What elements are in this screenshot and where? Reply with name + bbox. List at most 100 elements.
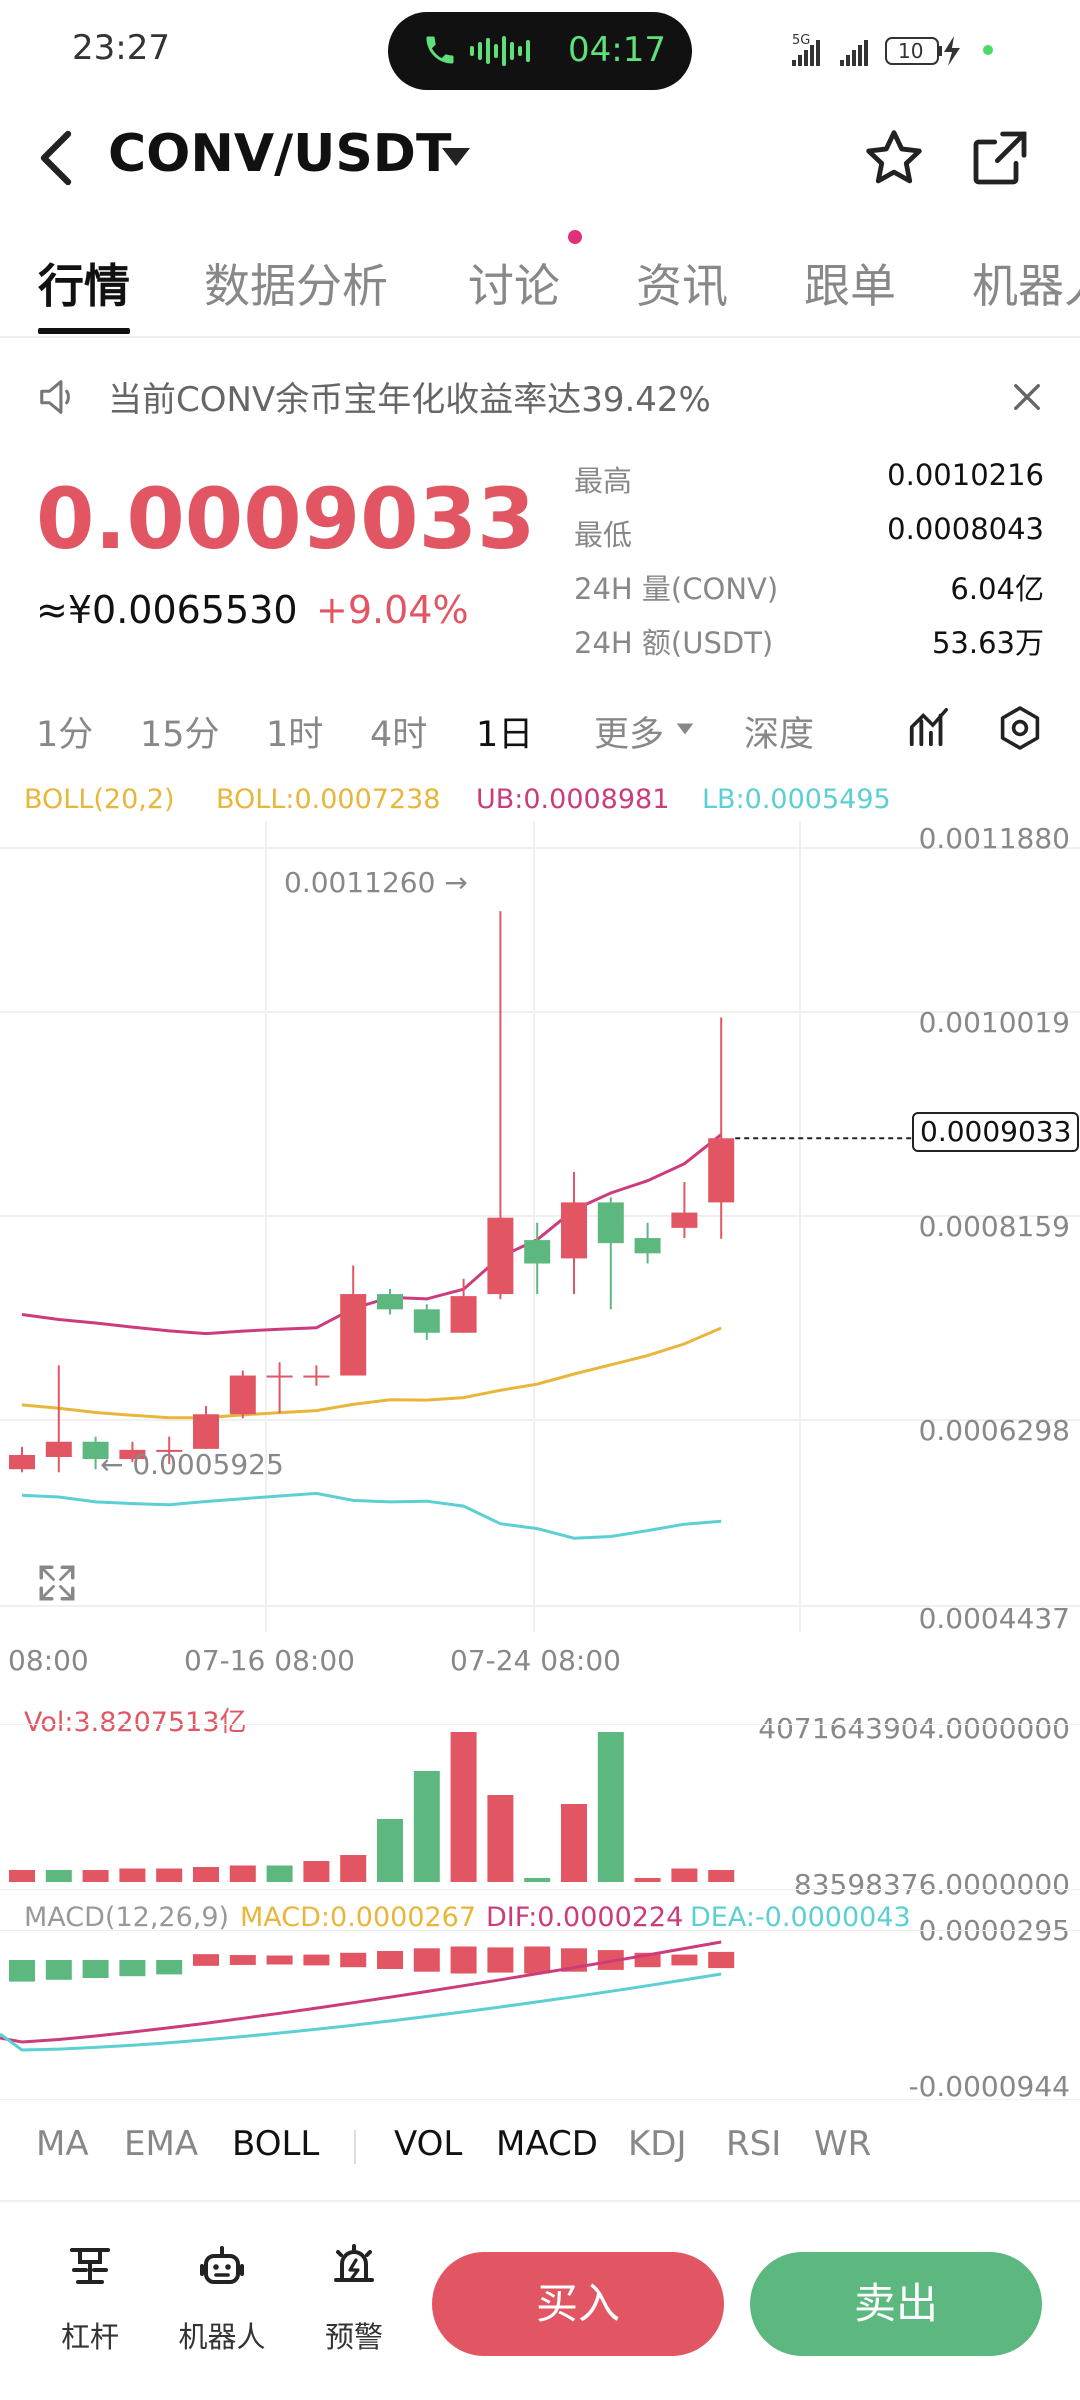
indicator-ma[interactable]: MA [36,2124,89,2164]
indicator-kdj[interactable]: KDJ [628,2124,687,2164]
macd-bar [119,1960,146,1977]
discussion-badge-dot [568,230,582,244]
price-axis-label: 0.0004437 [918,1602,1070,1635]
macd-name: MACD(12,26,9) [24,1902,230,1933]
boll-lower-line [21,1491,722,1540]
depth-tab[interactable]: 深度 [744,715,815,755]
call-duration: 04:17 [568,30,666,70]
indicator-settings-icon[interactable] [906,704,952,750]
last-price-tag: 0.0009033 [912,1112,1080,1152]
volume-axis-min: 83598376.0000000 [793,1868,1070,1901]
lever-label: 杠杆 [60,2320,119,2354]
candle-body [671,1212,698,1228]
volume-axis-max: 4071643904.0000000 [758,1712,1070,1745]
stat-value-volume: 6.04亿 [950,572,1044,606]
indicator-ema[interactable]: EMA [124,2124,199,2164]
macd-bar [156,1960,183,1975]
alarm-icon [334,2244,374,2282]
battery-level: 10 [898,39,923,63]
price-axis-label: 0.0008159 [918,1210,1070,1243]
share-icon[interactable] [968,126,1032,190]
indicator-tabs: MA EMA BOLL VOL MACD KDJ RSI WR [0,2104,1080,2194]
bottom-action-bar: 杠杆 机器人 预警 买入 卖出 [0,2200,1080,2400]
interval-1d[interactable]: 1日 [476,715,534,755]
caret-down-icon[interactable] [440,140,472,172]
volume-bar [119,1868,146,1882]
pair-title[interactable]: CONV/USDT [108,124,452,184]
macd-chart[interactable] [0,1930,1080,2100]
volume-bar [82,1870,109,1882]
macd-bar [229,1955,256,1965]
candlestick-chart[interactable] [0,822,1080,1632]
stat-value-low: 0.0008043 [887,512,1044,546]
macd-bar [266,1955,293,1965]
system-status-icons: 5G 10 [792,33,993,66]
candle-body [597,1202,624,1244]
interval-more[interactable]: 更多 [594,715,665,755]
sell-button[interactable]: 卖出 [750,2252,1042,2356]
macd-bar [45,1960,72,1980]
volume-bar [266,1865,293,1882]
indicator-rsi[interactable]: RSI [726,2124,782,2164]
low-marker-label: ← 0.0005925 [100,1448,284,1481]
candle-body [9,1454,35,1470]
indicator-vol[interactable]: VOL [394,2124,463,2164]
volume-bar [229,1865,256,1882]
candle-body [487,1217,514,1295]
speaker-icon [40,380,70,414]
tab-market[interactable]: 行情 [38,259,130,313]
chart-settings-icon[interactable] [996,704,1044,752]
tab-news[interactable]: 资讯 [636,259,728,313]
macd-bar [413,1948,440,1972]
buy-button[interactable]: 买入 [432,2252,724,2356]
phone-icon [426,36,454,64]
candle-body [193,1414,219,1449]
volume-chart[interactable] [0,1724,1080,1890]
candle-body [708,1138,735,1203]
interval-4h[interactable]: 4时 [370,715,428,755]
close-icon[interactable] [1012,382,1042,412]
candle-body [303,1375,330,1378]
macd-bar [9,1960,35,1982]
fullscreen-icon[interactable] [36,1562,78,1604]
tab-bot[interactable]: 机器人 [972,259,1080,313]
volume-bar [561,1804,587,1882]
volume-bar [193,1867,219,1882]
volume-bar [450,1732,477,1882]
candle-body [340,1294,367,1376]
announcement-text: 当前CONV余币宝年化收益率达39.42% [108,380,711,420]
tab-copy-trade[interactable]: 跟单 [804,259,896,313]
macd-bar [487,1947,514,1973]
candle-body [413,1309,440,1333]
back-icon[interactable] [36,130,76,186]
price-change: +9.04% [316,588,469,632]
indicator-macd[interactable]: MACD [496,2124,598,2164]
last-price: 0.0009033 [36,470,536,568]
indicator-wr[interactable]: WR [814,2124,872,2164]
alert-label: 预警 [324,2320,383,2354]
interval-15m[interactable]: 15分 [140,715,220,755]
time-axis-label: 07-16 08:00 [184,1644,355,1677]
robot-icon [200,2246,244,2284]
dif-line [0,1940,722,2044]
caret-down-icon[interactable] [674,718,696,740]
star-icon[interactable] [862,126,926,190]
indicator-boll[interactable]: BOLL [232,2124,320,2164]
interval-1h[interactable]: 1时 [266,715,324,755]
volume-info: Vol:3.8207513亿 [24,1707,247,1738]
volume-bar [9,1870,35,1882]
tab-data-analysis[interactable]: 数据分析 [204,259,388,313]
price-axis-label: 0.0010019 [918,1006,1070,1039]
call-pill[interactable]: 04:17 [388,12,692,90]
interval-1m[interactable]: 1分 [36,715,94,755]
macd-bar [524,1946,551,1974]
candle-body [634,1238,661,1254]
volume-bar [413,1771,440,1882]
dea-value: DEA:-0.0000043 [690,1902,911,1933]
candle-body [377,1294,403,1310]
active-tab-indicator [38,328,130,334]
volume-bar [708,1870,735,1882]
tab-discussion[interactable]: 讨论 [468,259,560,313]
announcement-bar[interactable]: 当前CONV余币宝年化收益率达39.42% [0,362,1080,432]
